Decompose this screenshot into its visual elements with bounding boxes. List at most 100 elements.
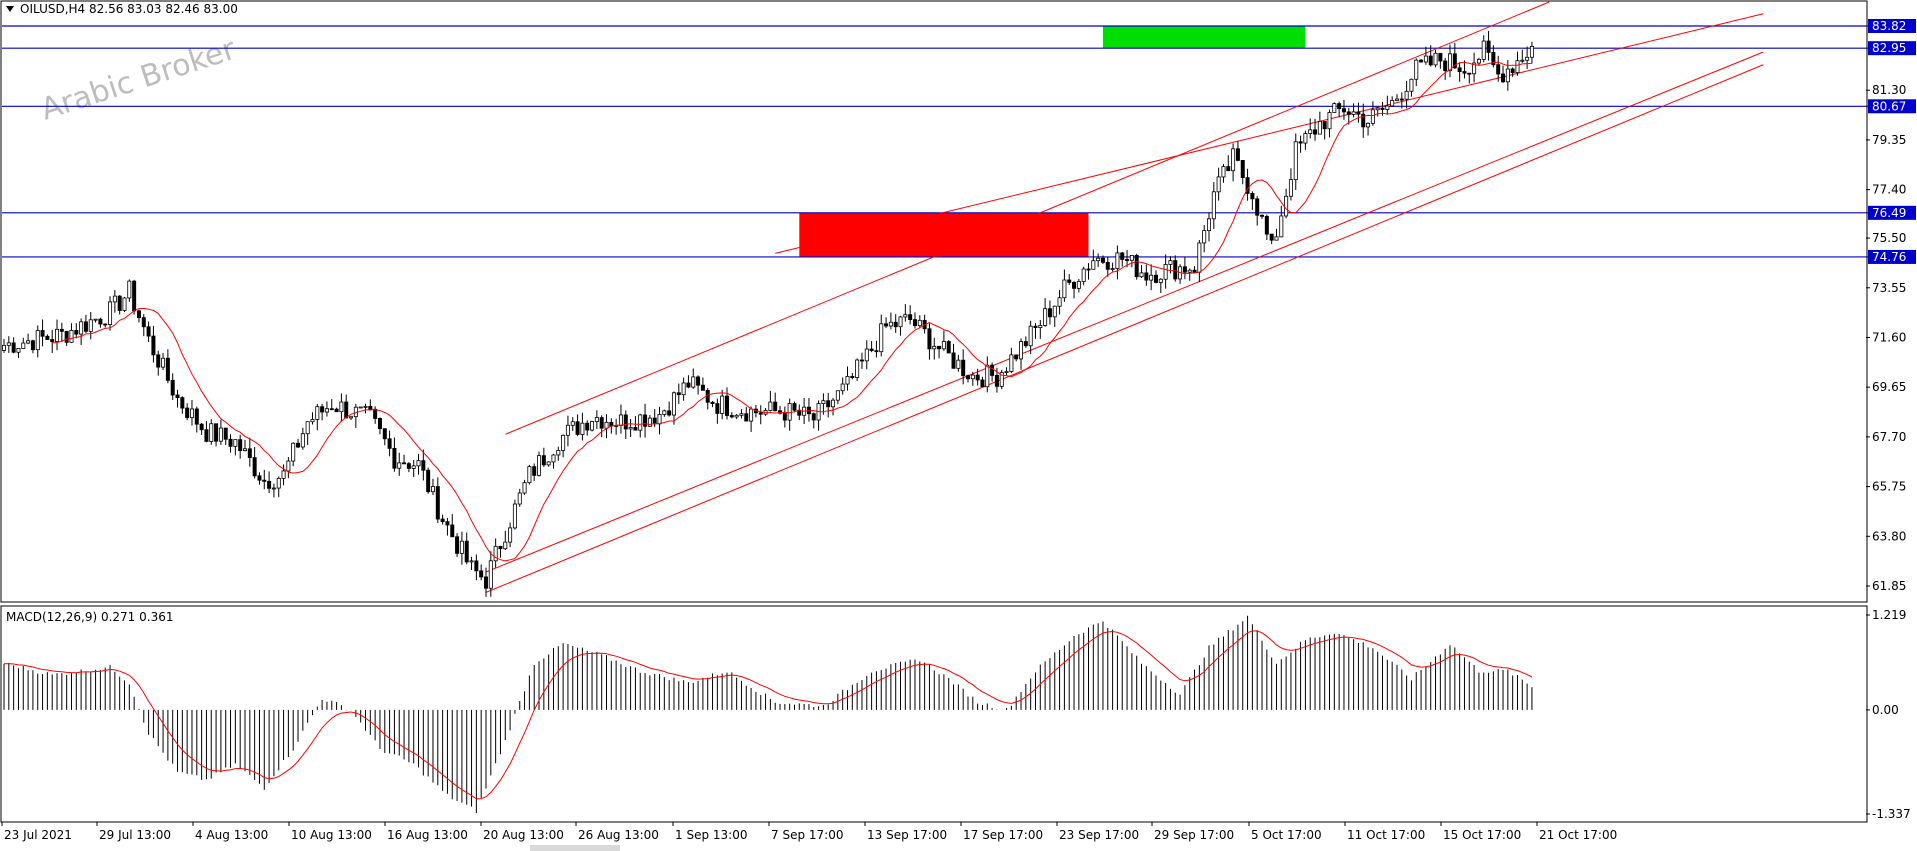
macd-panel-frame [0,605,1868,823]
candle-body [1211,191,1216,220]
candle-body [26,340,31,344]
candle-body [474,560,479,572]
candle-body [267,480,272,489]
candle-body [1520,59,1525,62]
candle-body [185,407,190,419]
candle-body [1043,308,1048,326]
timeline-scroll-indicator[interactable] [530,845,620,851]
candle-body [1448,53,1453,72]
candle-body [633,426,638,431]
candle-body [1139,272,1144,278]
candle-body [1317,121,1322,135]
candle-body [1216,176,1221,193]
candle-body [1346,111,1351,115]
candle-body [74,329,79,335]
candle-body [1525,56,1530,61]
channel-line[interactable] [505,1,1550,435]
channel-line[interactable] [485,51,1764,573]
candle-body [50,339,55,342]
candle-body [1091,260,1096,270]
candle-body [488,560,493,589]
candle-body [941,341,946,350]
candle-body [281,470,286,479]
candle-body [1404,90,1409,100]
channel-line[interactable] [485,64,1764,593]
time-tick-label: 1 Sep 13:00 [675,828,747,842]
price-tick-label: 75.50 [1872,231,1906,245]
candle-body [1221,166,1226,178]
candle-body [397,462,402,469]
candle-body [440,518,445,523]
candle-body [11,342,16,353]
candle-body [1125,259,1130,261]
candle-body [1264,215,1269,235]
candle-body [377,418,382,430]
candle-body [1260,214,1265,217]
candle-body [508,527,513,543]
candle-body [45,335,50,340]
zones-layer [799,26,1306,257]
channel-line[interactable] [775,13,1764,254]
candle-body [1149,274,1154,281]
candle-body [647,417,652,427]
candle-body [218,427,223,442]
candle-body [946,341,951,354]
candle-body [426,469,431,493]
triangle-down-icon[interactable] [6,6,14,12]
candle-body [739,413,744,416]
candle-body [1462,71,1467,74]
price-tick-label: 73.55 [1872,281,1906,295]
candle-body [1173,260,1178,280]
candle-body [93,318,98,321]
candle-body [792,403,797,411]
candle-body [1038,325,1043,328]
candle-body [710,401,715,404]
candle-body [961,359,966,377]
candle-body [1197,242,1202,273]
candle-body [1332,103,1337,113]
candle-body [1351,111,1356,115]
candle-body [845,375,850,385]
candle-body [156,354,161,368]
candle-body [1308,129,1313,134]
candle-body [387,438,392,449]
candle-body [859,359,864,362]
candle-body [522,482,527,494]
candle-body [1062,279,1067,299]
candle-body [599,417,604,429]
candle-body [1182,266,1187,273]
price-tick-label: 69.65 [1872,380,1906,394]
candle-body [561,434,566,451]
candle-body [175,394,180,398]
candle-body [932,345,937,350]
candle-body [551,454,556,463]
candle-body [1496,64,1501,75]
price-tag-label: 82.95 [1872,41,1906,55]
candle-body [1129,254,1134,261]
candle-body [956,359,961,369]
candle-body [638,414,643,431]
candle-body [787,403,792,421]
candle-body [1467,72,1472,75]
candle-body [729,415,734,418]
candle-body [6,342,11,346]
candle-body [580,422,585,435]
candle-body [315,406,320,420]
time-tick-label: 26 Aug 13:00 [578,828,659,842]
candle-body [170,379,175,396]
candle-body [1047,308,1052,318]
candle-body [1390,100,1395,107]
candle-body [811,413,816,421]
candle-body [691,376,696,388]
price-tick-label: 61.85 [1872,579,1906,593]
candle-body [21,342,26,349]
moving-average-line [52,61,1532,562]
candle-body [1274,236,1279,241]
candles-layer [2,30,1534,597]
candle-body [459,540,464,554]
candle-body [681,382,686,396]
candle-body [1019,341,1024,360]
candle-body [1168,260,1173,265]
candle-body [1375,107,1380,111]
